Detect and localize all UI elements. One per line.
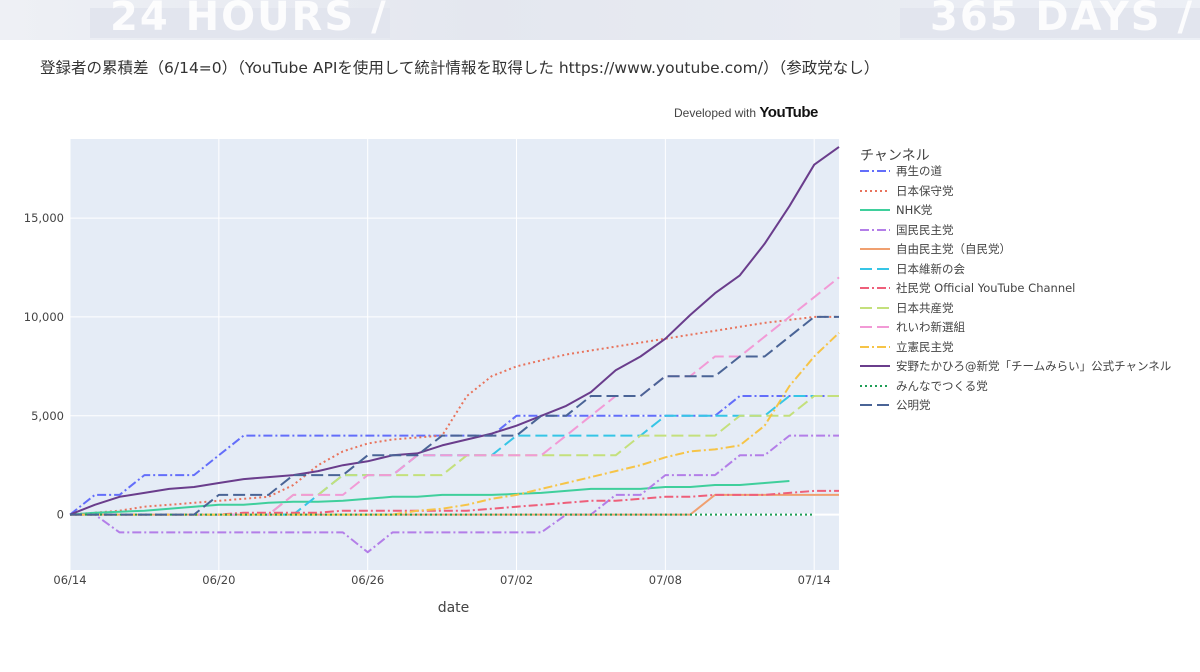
legend-swatch — [860, 189, 890, 192]
legend-swatch — [860, 267, 890, 270]
x-tick-label: 07/14 — [798, 573, 831, 587]
series-line-2 — [69, 315, 839, 516]
x-tick-label: 07/02 — [500, 573, 533, 587]
chart-title: 登録者の累積差（6/14=0）（YouTube APIを使用して統計情報を取得し… — [40, 59, 880, 77]
legend-swatch — [860, 345, 890, 348]
legend-label: 日本共産党 — [896, 300, 954, 315]
x-tick-label: 06/14 — [53, 573, 86, 587]
x-tick-label: 06/20 — [202, 573, 235, 587]
legend-swatch — [860, 209, 890, 211]
series-line-4 — [70, 434, 839, 554]
legend-swatch — [860, 306, 890, 309]
banner-box-left — [90, 8, 390, 38]
legend-label: れいわ新選組 — [896, 320, 965, 334]
x-tick-label: 06/26 — [351, 573, 384, 587]
legend-swatch — [860, 248, 890, 250]
plot-area — [70, 139, 839, 570]
legend-label: みんなでつくる党 — [896, 378, 988, 393]
legend-title: チャンネル — [860, 148, 930, 164]
legend-label: 日本保守党 — [896, 183, 954, 198]
banner-box-right — [900, 8, 1200, 38]
y-tick-label: 0 — [57, 508, 64, 522]
legend-swatch — [860, 384, 890, 387]
legend-swatch — [860, 326, 890, 328]
youtube-logo: YouTube — [759, 104, 818, 121]
series-line-3 — [69, 480, 790, 516]
legend-label: 国民民主党 — [896, 222, 954, 237]
legend-label: 安野たかひろ@新党「チームみらい」公式チャンネル — [896, 359, 1172, 373]
banner-text-right: 365 DAYS / — [930, 0, 1195, 40]
legend-label: 再生の道 — [896, 164, 942, 178]
legend-swatch — [860, 287, 890, 289]
legend-swatch — [860, 228, 890, 231]
developed-with-label: Developed with — [674, 106, 757, 120]
legend-label: NHK党 — [896, 203, 933, 217]
legend-label: 自由民主党（自民党） — [896, 242, 1011, 256]
x-axis-title: date — [438, 600, 470, 616]
legend-swatch — [860, 170, 890, 172]
developed-with-youtube: Developed with YouTube — [674, 104, 818, 121]
x-tick-label: 07/08 — [649, 573, 682, 587]
legend-label: 公明党 — [896, 398, 931, 412]
legend-swatch — [860, 365, 890, 367]
series-line-11 — [69, 146, 840, 516]
series-line-9 — [70, 276, 840, 516]
y-tick-label: 5,000 — [31, 409, 64, 423]
banner-text-left: 24 HOURS / — [110, 0, 388, 40]
y-tick-label: 15,000 — [24, 211, 64, 225]
legend-label: 立憲民主党 — [896, 339, 954, 354]
series-line-10 — [70, 332, 840, 516]
legend-label: 社民党 Official YouTube Channel — [896, 281, 1076, 295]
legend-swatch — [860, 404, 890, 406]
y-tick-label: 10,000 — [24, 310, 64, 324]
legend-label: 日本維新の会 — [896, 261, 965, 276]
series-line-13 — [70, 315, 839, 516]
series-line-7 — [70, 489, 839, 516]
background-banner: 24 HOURS / 365 DAYS / — [0, 0, 1200, 40]
